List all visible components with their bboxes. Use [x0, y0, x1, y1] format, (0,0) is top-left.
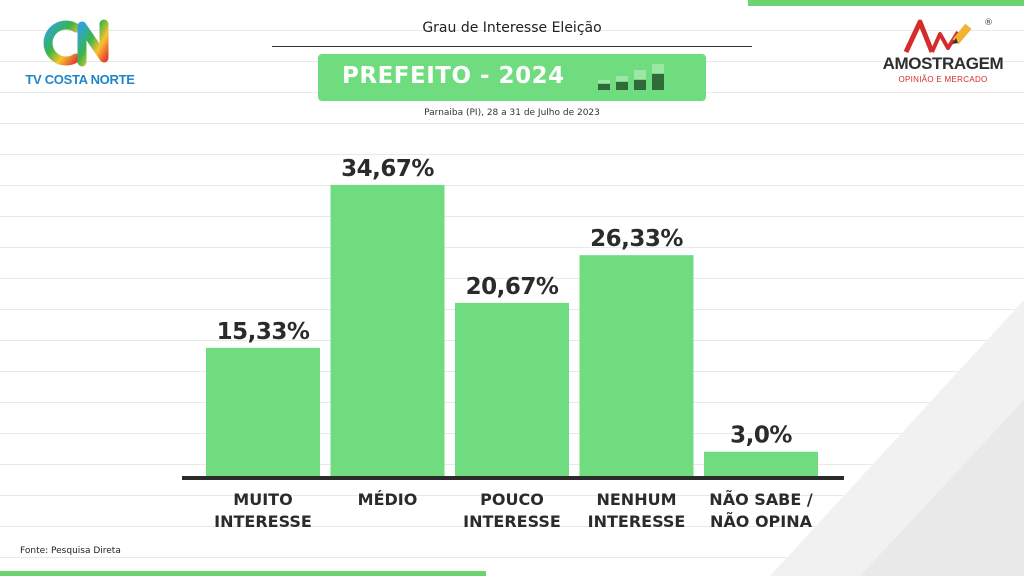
tv-costa-norte-logo: TV COSTA NORTE	[18, 18, 142, 90]
chart-subtitle: Parnaiba (PI), 28 a 31 de Julho de 2023	[424, 108, 600, 118]
title-divider	[272, 46, 752, 47]
data-label: 34,67%	[341, 156, 434, 182]
cn-logo-icon	[43, 19, 109, 67]
bar	[206, 347, 320, 477]
amostragem-logo: ® AMOSTRAGEM OPINIÃO E MERCADO	[876, 18, 1010, 88]
category-label: MÉDIO	[358, 490, 418, 509]
category-label: MUITO	[233, 490, 292, 509]
category-label: INTERESSE	[463, 512, 561, 531]
bar	[455, 302, 569, 477]
amostragem-name: AMOSTRAGEM	[882, 54, 1004, 73]
data-label: 26,33%	[590, 226, 683, 252]
tv-costa-norte-label: TV COSTA NORTE	[25, 72, 135, 87]
category-label: NENHUM	[596, 490, 676, 509]
chart-title: Grau de Interesse Eleição	[422, 20, 602, 36]
amostragem-mark-icon	[903, 19, 972, 54]
category-label: NÃO OPINA	[710, 512, 813, 531]
bar	[704, 451, 818, 477]
prefeito-banner: PREFEITO - 2024	[318, 54, 706, 101]
top-accent-bar	[748, 0, 1024, 6]
bar	[579, 255, 694, 477]
source-note: Fonte: Pesquisa Direta	[20, 546, 121, 556]
data-label: 3,0%	[730, 423, 792, 449]
category-label: POUCO	[480, 490, 544, 509]
category-label: NÃO SABE /	[709, 490, 813, 509]
registered-mark: ®	[984, 18, 993, 28]
banner-label: PREFEITO - 2024	[342, 63, 565, 89]
data-label: 20,67%	[466, 274, 559, 300]
bottom-accent-bar	[0, 571, 486, 576]
amostragem-tagline: OPINIÃO E MERCADO	[898, 75, 988, 84]
data-label: 15,33%	[217, 319, 310, 345]
x-axis-line	[182, 476, 844, 480]
category-label: INTERESSE	[588, 512, 686, 531]
mini-bars-icon	[598, 64, 664, 90]
category-label: INTERESSE	[214, 512, 312, 531]
bar	[330, 184, 445, 477]
